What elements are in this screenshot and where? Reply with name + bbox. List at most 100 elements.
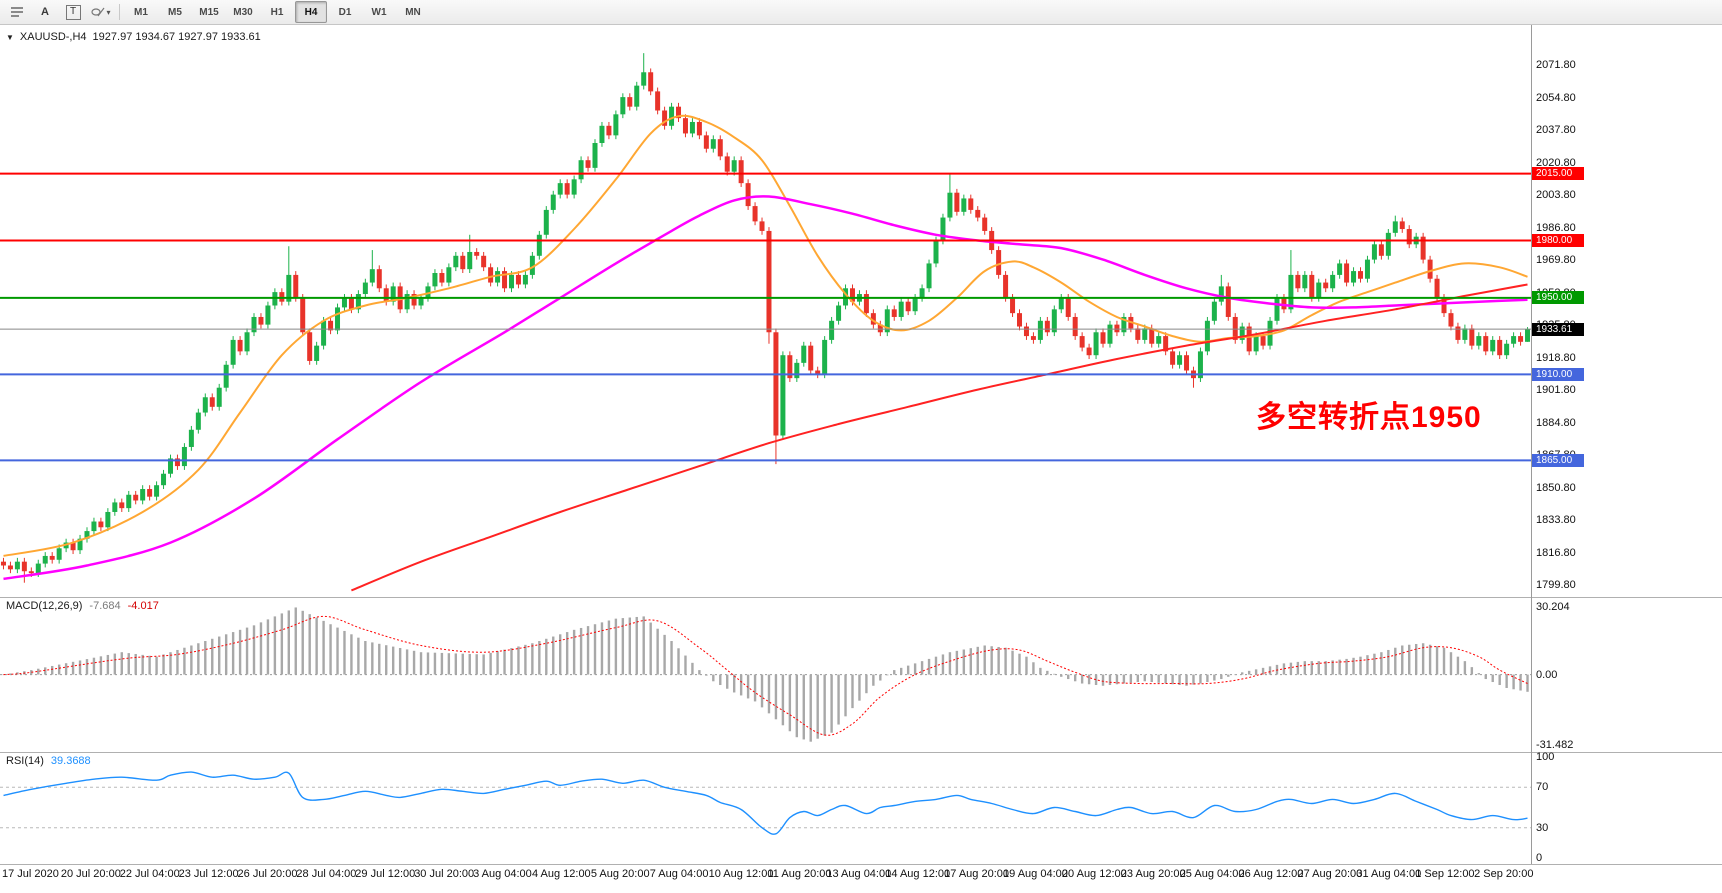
macd-histogram-bar [1373, 653, 1376, 675]
candle-body [550, 194, 556, 210]
macd-histogram-bar [1046, 670, 1049, 675]
macd-histogram-bar [1345, 658, 1348, 675]
macd-histogram-bar [593, 624, 597, 675]
macd-histogram-bar [1394, 647, 1397, 675]
macd-histogram-bar [788, 674, 792, 732]
candle-body [1204, 320, 1210, 352]
candle-body [362, 282, 368, 295]
macd-histogram-bar [238, 629, 242, 675]
candle-body [1490, 339, 1496, 352]
macd-histogram-bar [1206, 674, 1209, 683]
macd-histogram-bar [746, 674, 750, 699]
timeframe-button-w1[interactable]: W1 [371, 6, 387, 18]
macd-histogram-bar [990, 646, 993, 675]
collapse-triangle-icon[interactable]: ▼ [6, 32, 14, 42]
arrow-tool-button[interactable]: A [31, 1, 59, 23]
timeframe-button-h4[interactable]: H4 [295, 1, 327, 23]
macd-histogram-bar [969, 648, 972, 675]
candle-body [1135, 328, 1141, 340]
macd-histogram-bar [106, 654, 110, 675]
timeframe-button-m15[interactable]: M15 [199, 6, 219, 18]
macd-histogram-bar [579, 627, 583, 675]
chart-title[interactable]: ▼ XAUUSD-,H4 1927.97 1934.67 1927.97 193… [6, 31, 261, 43]
timeframe-button-m5[interactable]: M5 [168, 6, 182, 18]
candle-body [202, 397, 208, 413]
candle-body [1225, 286, 1231, 317]
macd-histogram-bar [350, 634, 353, 675]
candle-body [1253, 336, 1259, 352]
candle-body [21, 561, 27, 572]
candle-body [1497, 339, 1503, 356]
macd-histogram-bar [141, 654, 144, 675]
candle-body [265, 305, 271, 325]
macd-histogram-bar [927, 658, 931, 675]
candle-body [759, 221, 765, 231]
candle-body [655, 91, 661, 111]
candle-body [209, 397, 215, 407]
candle-body [752, 206, 758, 222]
text-tool-button[interactable]: T [59, 1, 87, 23]
candle-body [341, 297, 347, 308]
macd-histogram-bar [572, 629, 576, 675]
macd-histogram-bar [635, 616, 638, 675]
macd-histogram-bar [454, 653, 458, 675]
candle-body [49, 555, 55, 560]
macd-histogram-bar [614, 618, 618, 675]
macd-histogram-bar [1261, 667, 1265, 675]
candle-body [105, 511, 111, 528]
macd-histogram-bar [1143, 674, 1146, 682]
candle-body [1065, 297, 1071, 317]
candle-body [230, 339, 236, 365]
macd-histogram-bar [433, 652, 437, 675]
arrow-tool-label: A [41, 6, 49, 18]
candle-body [1518, 336, 1524, 342]
macd-histogram-bar [120, 652, 123, 675]
macd-histogram-bar [385, 645, 388, 675]
macd-histogram-bar [315, 617, 318, 675]
macd-histogram-bar [663, 634, 666, 675]
timeframe-button-m30[interactable]: M30 [233, 6, 253, 18]
timeframe-button-m1[interactable]: M1 [134, 6, 148, 18]
macd-histogram-bar [1401, 645, 1404, 675]
macd-histogram-bar [287, 610, 291, 675]
macd-histogram-bar [732, 674, 736, 693]
macd-histogram-bar [99, 656, 103, 675]
candle-body [1058, 297, 1064, 310]
candle-body [1114, 324, 1120, 333]
candle-body [1023, 326, 1029, 337]
toolbar-separator [119, 4, 120, 20]
macd-histogram-bar [183, 647, 186, 675]
candle-body [717, 139, 723, 157]
candle-body [251, 316, 257, 333]
candle-body [70, 542, 76, 551]
shapes-tool-button[interactable]: ▾ [87, 1, 115, 23]
candle-body [1232, 316, 1238, 340]
macd-histogram-bar [559, 634, 562, 675]
macd-histogram-bar [586, 626, 590, 675]
candle-body [188, 429, 194, 447]
candle-body [954, 192, 960, 212]
candle-body [335, 307, 341, 331]
macd-histogram-bar [475, 654, 478, 675]
macd-histogram-bar [1101, 674, 1105, 686]
macd-histogram-bar [294, 607, 297, 675]
macd-histogram-bar [795, 674, 799, 738]
ma-slow-red [351, 283, 1528, 592]
macd-histogram-bar [231, 632, 235, 675]
timeframe-button-h1[interactable]: H1 [270, 6, 284, 18]
timeframe-button-d1[interactable]: D1 [338, 6, 352, 18]
candle-body [453, 255, 459, 268]
macd-histogram-bar [211, 638, 214, 675]
macd-histogram-bar [851, 674, 854, 709]
macd-histogram-bar [1247, 670, 1251, 675]
macd-histogram-bar [468, 653, 471, 675]
candle-body [731, 160, 737, 172]
macd-histogram-bar [71, 661, 75, 675]
candle-body [564, 183, 570, 195]
timeframe-button-mn[interactable]: MN [405, 6, 421, 18]
macd-histogram-bar [1449, 652, 1453, 675]
chart-list-button[interactable] [3, 1, 31, 23]
macd-histogram-bar [259, 622, 263, 675]
macd-histogram-bar [879, 674, 882, 681]
